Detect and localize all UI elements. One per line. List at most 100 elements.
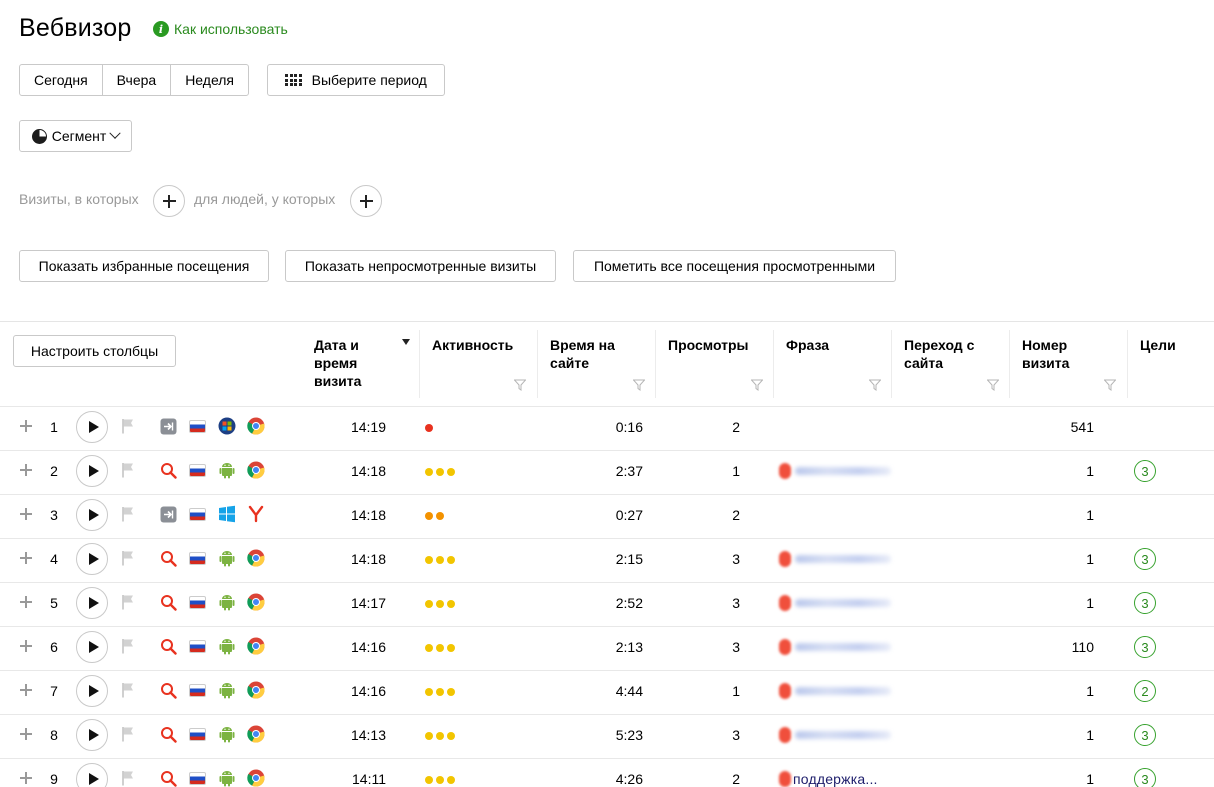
sort-desc-icon[interactable]	[402, 339, 410, 345]
russia-flag-icon	[189, 640, 206, 653]
column-header-activity[interactable]: Активность	[432, 337, 514, 353]
expand-row-icon[interactable]	[20, 464, 32, 476]
configure-columns-button[interactable]: Настроить столбцы	[13, 335, 176, 367]
goals-badge[interactable]: 3	[1134, 592, 1156, 614]
table-row[interactable]: 2 14:18 2:37 1 1 3	[0, 450, 1214, 494]
play-recording-button[interactable]	[76, 675, 108, 707]
favorite-flag-icon[interactable]	[121, 770, 135, 786]
phrase-cell[interactable]	[779, 591, 891, 615]
play-recording-button[interactable]	[76, 455, 108, 487]
expand-row-icon[interactable]	[20, 596, 32, 608]
play-recording-button[interactable]	[76, 763, 108, 787]
play-recording-button[interactable]	[76, 543, 108, 575]
expand-row-icon[interactable]	[20, 420, 32, 432]
favorite-flag-icon[interactable]	[121, 418, 135, 434]
goals-badge[interactable]: 3	[1134, 768, 1156, 787]
filter-referrer-icon[interactable]	[987, 379, 999, 391]
period-yesterday-button[interactable]: Вчера	[103, 65, 172, 95]
column-header-visit-number[interactable]: Номер визита	[1022, 337, 1070, 371]
expand-row-icon[interactable]	[20, 684, 32, 696]
expand-row-icon[interactable]	[20, 772, 32, 784]
column-header-views[interactable]: Просмотры	[668, 337, 749, 353]
russia-flag-icon	[189, 552, 206, 565]
favorite-flag-icon[interactable]	[121, 550, 135, 566]
table-row[interactable]: 9 14:11 4:26 2 поддержка... 1 3	[0, 758, 1214, 787]
phrase-cell[interactable]	[779, 635, 891, 659]
segment-dropdown[interactable]: Сегмент	[19, 120, 132, 152]
search-source-icon	[160, 638, 177, 655]
play-recording-button[interactable]	[76, 499, 108, 531]
activity-dot	[436, 644, 444, 652]
mark-all-viewed-button[interactable]: Пометить все посещения просмотренными	[573, 250, 896, 282]
visit-time: 14:16	[350, 639, 386, 655]
how-to-use-link[interactable]: i Как использовать	[153, 21, 288, 37]
period-week-button[interactable]: Неделя	[185, 72, 235, 88]
russia-flag-icon	[189, 772, 206, 785]
show-favorites-button[interactable]: Показать избранные посещения	[19, 250, 269, 282]
table-row[interactable]: 6 14:16 2:13 3 110 3	[0, 626, 1214, 670]
expand-row-icon[interactable]	[20, 640, 32, 652]
activity-dot	[425, 468, 433, 476]
play-recording-button[interactable]	[76, 719, 108, 751]
activity-dot	[425, 688, 433, 696]
column-header-duration[interactable]: Время на сайте	[550, 337, 615, 371]
choose-period-button[interactable]: Выберите период	[267, 64, 445, 96]
phrase-cell[interactable]	[779, 459, 891, 483]
goals-badge[interactable]: 3	[1134, 636, 1156, 658]
phrase-cell[interactable]	[779, 679, 891, 703]
period-today-button[interactable]: Сегодня	[20, 65, 103, 95]
phrase-cell[interactable]	[779, 547, 891, 571]
goals-badge[interactable]: 3	[1134, 460, 1156, 482]
column-divider	[655, 330, 656, 398]
table-row[interactable]: 4 14:18 2:15 3 1 3	[0, 538, 1214, 582]
search-source-icon	[160, 770, 177, 787]
show-unviewed-button[interactable]: Показать непросмотренные визиты	[285, 250, 556, 282]
goals-badge[interactable]: 2	[1134, 680, 1156, 702]
phrase-cell[interactable]: поддержка...	[779, 767, 878, 787]
table-row[interactable]: 1 14:19 0:16 2 541	[0, 406, 1214, 450]
add-people-condition-button[interactable]	[350, 185, 382, 217]
play-recording-button[interactable]	[76, 631, 108, 663]
row-number: 5	[50, 595, 58, 611]
goals-badge[interactable]: 3	[1134, 548, 1156, 570]
page-views: 2	[732, 507, 740, 523]
column-header-goals[interactable]: Цели	[1140, 337, 1176, 353]
favorite-flag-icon[interactable]	[121, 726, 135, 742]
play-recording-button[interactable]	[76, 587, 108, 619]
column-header-referrer[interactable]: Переход с сайта	[904, 337, 975, 371]
visit-duration: 4:26	[615, 771, 643, 787]
favorite-flag-icon[interactable]	[121, 506, 135, 522]
expand-row-icon[interactable]	[20, 552, 32, 564]
favorite-flag-icon[interactable]	[121, 462, 135, 478]
activity-indicator	[425, 644, 455, 652]
table-row[interactable]: 8 14:13 5:23 3 1 3	[0, 714, 1214, 758]
android-icon	[218, 549, 236, 567]
table-row[interactable]: 3 14:18 0:27 2 1	[0, 494, 1214, 538]
table-row[interactable]: 5 14:17 2:52 3 1 3	[0, 582, 1214, 626]
activity-indicator	[425, 732, 455, 740]
column-header-phrase[interactable]: Фраза	[786, 337, 830, 353]
expand-row-icon[interactable]	[20, 728, 32, 740]
filter-phrase-icon[interactable]	[869, 379, 881, 391]
goals-badge[interactable]: 3	[1134, 724, 1156, 746]
visit-number: 1	[1086, 507, 1094, 523]
filter-visit-number-icon[interactable]	[1104, 379, 1116, 391]
filter-duration-icon[interactable]	[633, 379, 645, 391]
favorite-flag-icon[interactable]	[121, 594, 135, 610]
favorite-flag-icon[interactable]	[121, 682, 135, 698]
table-row[interactable]: 7 14:16 4:44 1 1 2	[0, 670, 1214, 714]
visit-number: 541	[1070, 419, 1094, 435]
filter-views-icon[interactable]	[751, 379, 763, 391]
phrase-cell[interactable]	[779, 723, 891, 747]
page-views: 3	[732, 727, 740, 743]
column-header-datetime[interactable]: Дата и время визита	[314, 337, 362, 389]
expand-row-icon[interactable]	[20, 508, 32, 520]
play-recording-button[interactable]	[76, 411, 108, 443]
activity-indicator	[425, 468, 455, 476]
add-visit-condition-button[interactable]	[153, 185, 185, 217]
activity-indicator	[425, 600, 455, 608]
favorite-flag-icon[interactable]	[121, 638, 135, 654]
activity-dot	[436, 776, 444, 784]
filter-activity-icon[interactable]	[514, 379, 526, 391]
activity-indicator	[425, 512, 444, 520]
